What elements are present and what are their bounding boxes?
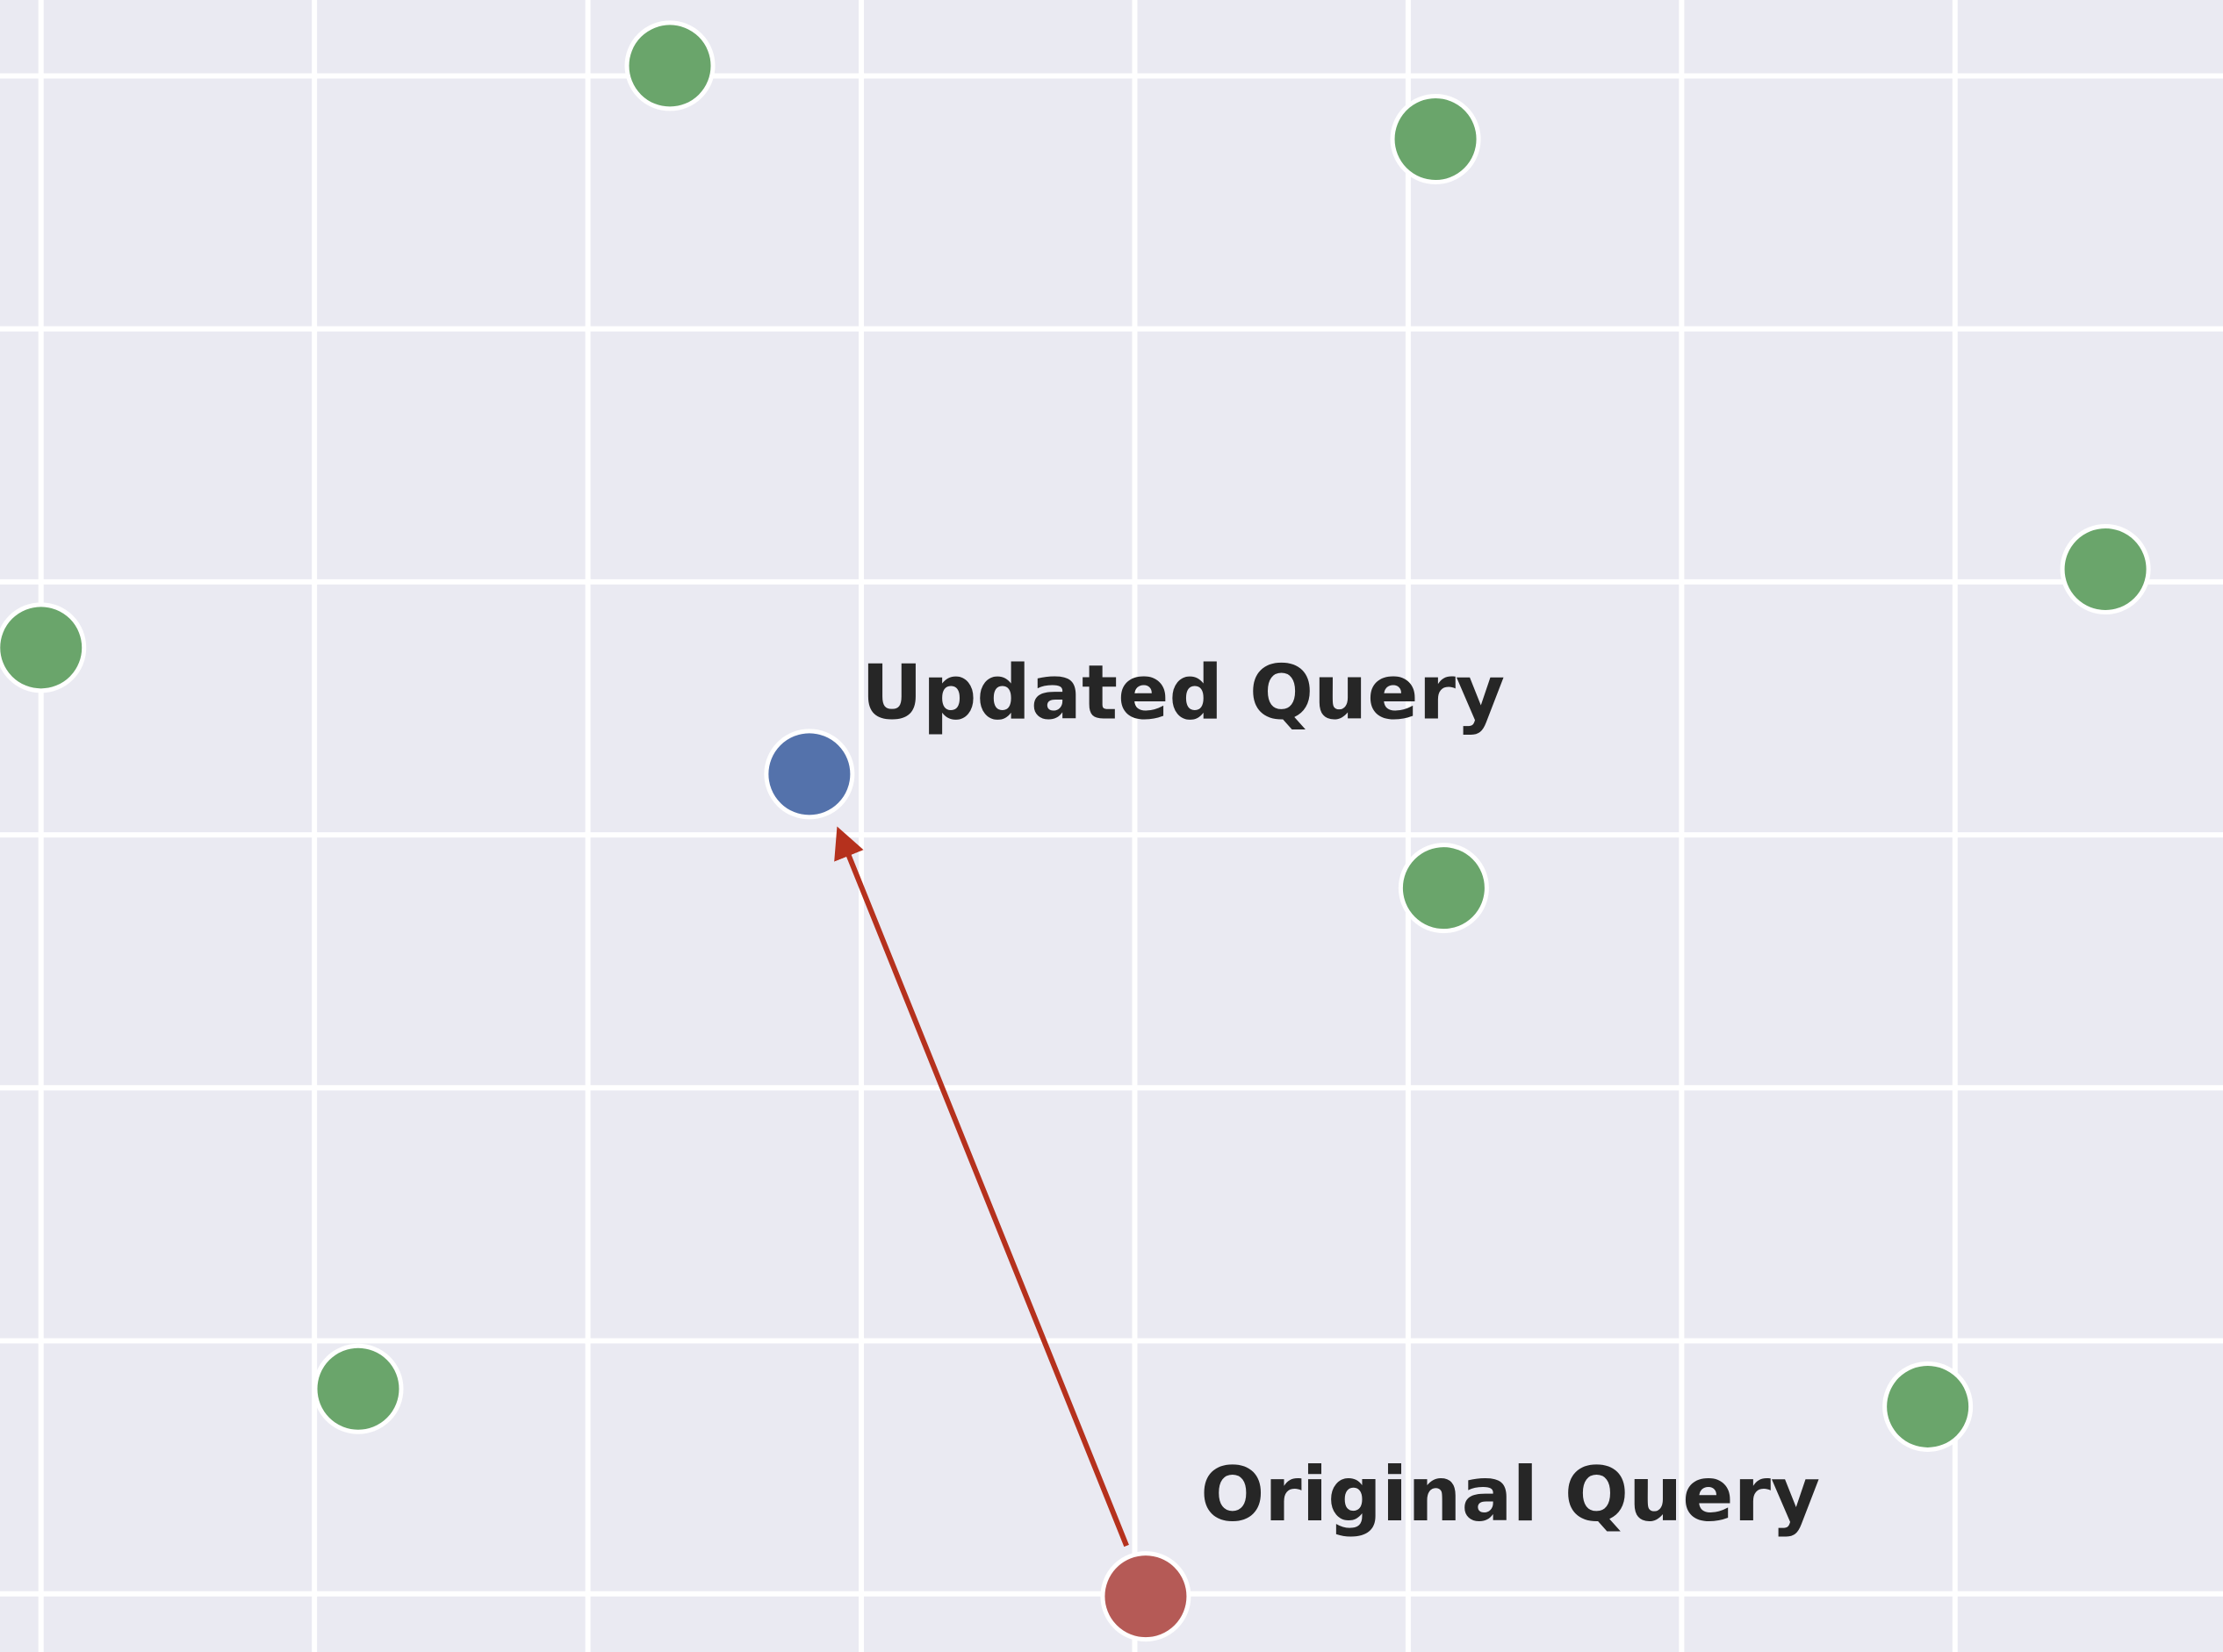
document-point [1882, 1361, 1974, 1452]
point-label: Original Query [1200, 1451, 1820, 1539]
points-layer [0, 20, 2151, 1642]
point-label: Updated Query [861, 650, 1505, 737]
document-point [2060, 523, 2151, 614]
document-point [1398, 843, 1489, 934]
document-point [313, 1343, 404, 1434]
labels-layer: Updated Query Original Query [861, 650, 1820, 1540]
arrow-layer [834, 826, 1129, 1548]
document-point [624, 20, 716, 111]
updated-query-point [764, 729, 855, 820]
original-query-point [1100, 1551, 1191, 1642]
document-point [0, 602, 87, 693]
update-arrow [834, 826, 1129, 1548]
document-point [1390, 94, 1481, 185]
